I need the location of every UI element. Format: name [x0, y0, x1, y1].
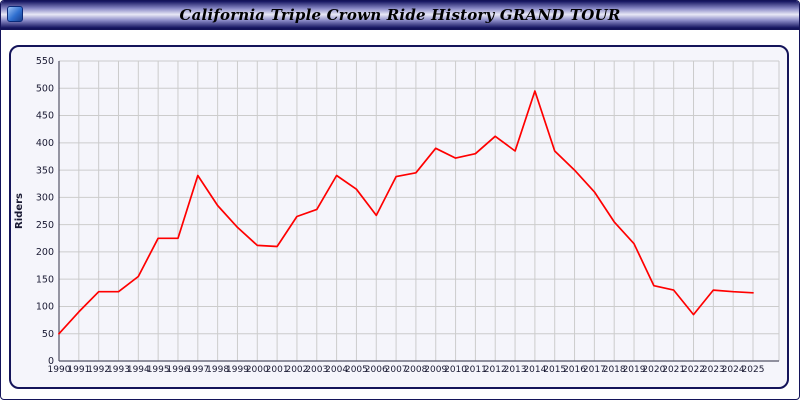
svg-text:2020: 2020	[642, 365, 665, 375]
svg-text:2002: 2002	[285, 365, 308, 375]
svg-text:2022: 2022	[682, 365, 705, 375]
chart-svg: 0501001502002503003504004505005501990199…	[14, 56, 780, 375]
svg-text:250: 250	[36, 220, 54, 231]
svg-text:300: 300	[36, 193, 54, 204]
svg-text:2019: 2019	[623, 365, 646, 375]
svg-text:2003: 2003	[305, 365, 328, 375]
chart-panel: 0 50 100 150 200 250 300 350 400 450 500 550 1990 199…	[9, 45, 789, 389]
svg-text:0: 0	[48, 356, 54, 367]
svg-text:2014: 2014	[523, 365, 546, 375]
svg-text:2000: 2000	[246, 365, 269, 375]
svg-text:1991: 1991	[67, 365, 90, 375]
svg-text:150: 150	[36, 274, 54, 285]
window-title: California Triple Crown Ride History GRA…	[179, 5, 621, 24]
svg-text:400: 400	[36, 138, 54, 149]
svg-text:2017: 2017	[583, 365, 606, 375]
svg-text:2007: 2007	[385, 365, 408, 375]
svg-text:2021: 2021	[662, 365, 685, 375]
svg-text:2006: 2006	[365, 365, 388, 375]
svg-text:200: 200	[36, 247, 54, 258]
svg-text:1995: 1995	[147, 365, 170, 375]
svg-text:1998: 1998	[206, 365, 229, 375]
svg-text:2023: 2023	[702, 365, 725, 375]
svg-text:350: 350	[36, 165, 54, 176]
svg-text:1994: 1994	[127, 365, 150, 375]
svg-text:500: 500	[36, 83, 54, 94]
svg-text:2008: 2008	[404, 365, 427, 375]
svg-text:2025: 2025	[742, 365, 765, 375]
svg-text:2001: 2001	[266, 365, 289, 375]
svg-text:Riders: Riders	[14, 193, 25, 229]
svg-text:50: 50	[42, 329, 54, 340]
svg-text:2015: 2015	[543, 365, 566, 375]
svg-text:2009: 2009	[424, 365, 447, 375]
svg-text:1990: 1990	[48, 365, 71, 375]
svg-text:2004: 2004	[325, 365, 348, 375]
svg-text:2024: 2024	[722, 365, 745, 375]
svg-text:100: 100	[36, 302, 54, 313]
svg-text:2016: 2016	[563, 365, 586, 375]
window-titlebar: California Triple Crown Ride History GRA…	[1, 1, 799, 30]
svg-text:2011: 2011	[464, 365, 487, 375]
svg-text:1993: 1993	[107, 365, 130, 375]
svg-text:1992: 1992	[87, 365, 110, 375]
svg-text:450: 450	[36, 111, 54, 122]
window-icon	[7, 6, 23, 22]
svg-text:2005: 2005	[345, 365, 368, 375]
svg-text:2010: 2010	[444, 365, 467, 375]
svg-text:2013: 2013	[504, 365, 527, 375]
svg-text:1999: 1999	[226, 365, 249, 375]
svg-text:1996: 1996	[167, 365, 190, 375]
svg-text:2018: 2018	[603, 365, 626, 375]
svg-text:550: 550	[36, 56, 54, 67]
svg-text:1997: 1997	[186, 365, 209, 375]
svg-text:2012: 2012	[484, 365, 507, 375]
